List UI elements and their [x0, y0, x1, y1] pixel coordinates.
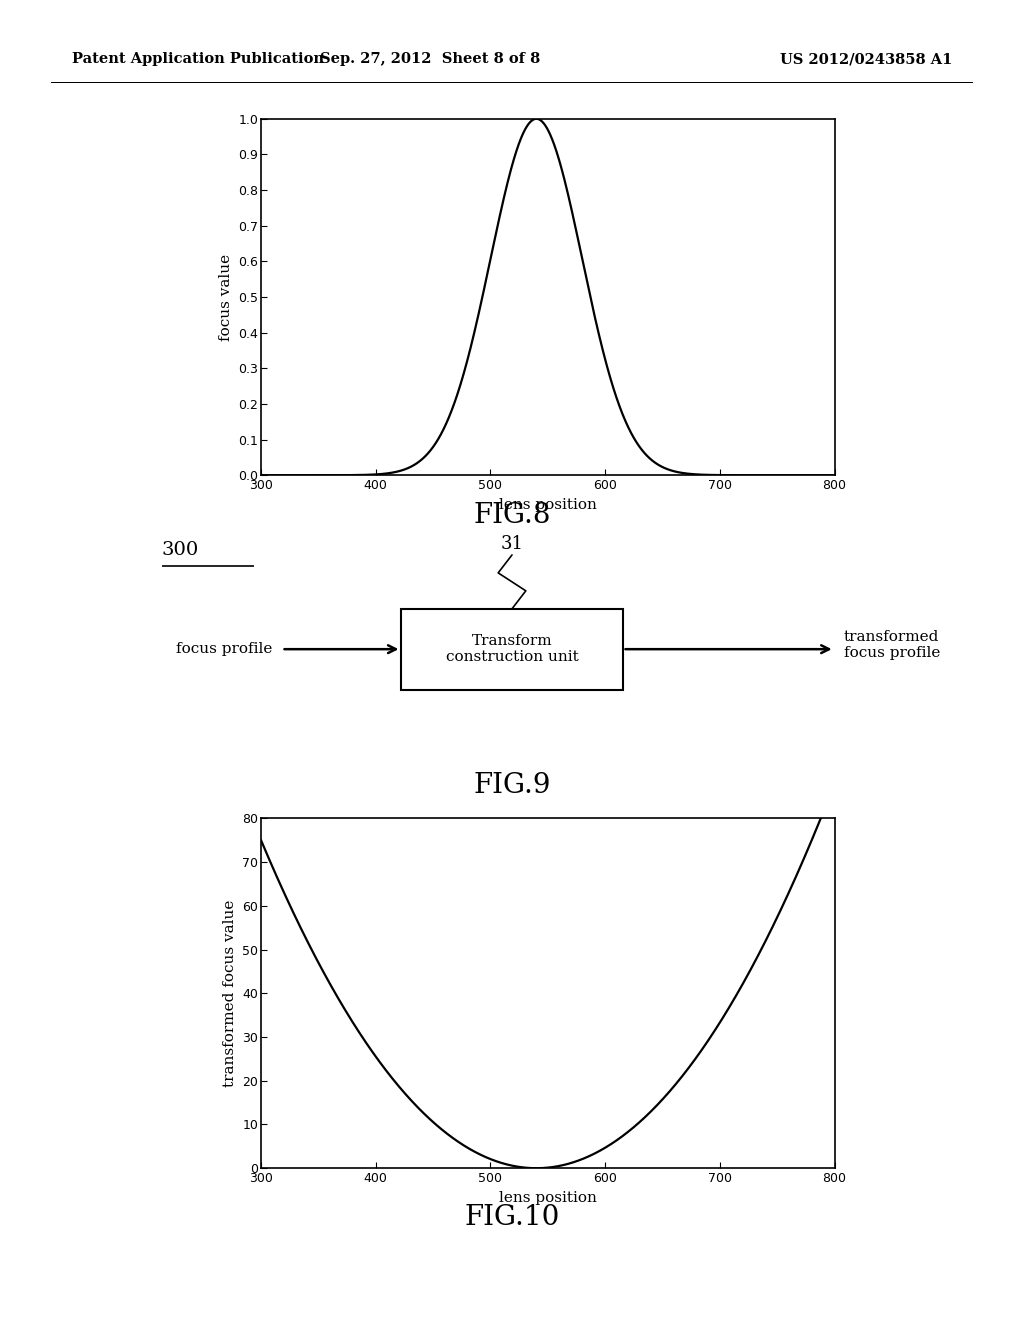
Y-axis label: focus value: focus value [219, 253, 232, 341]
Text: FIG.9: FIG.9 [473, 772, 551, 799]
Text: FIG.8: FIG.8 [473, 502, 551, 528]
Text: FIG.10: FIG.10 [464, 1204, 560, 1230]
Text: 300: 300 [162, 541, 199, 560]
Text: transformed
focus profile: transformed focus profile [844, 630, 940, 660]
Text: Transform
construction unit: Transform construction unit [445, 634, 579, 664]
Text: focus profile: focus profile [176, 642, 272, 656]
Text: Sep. 27, 2012  Sheet 8 of 8: Sep. 27, 2012 Sheet 8 of 8 [319, 53, 541, 66]
Text: Patent Application Publication: Patent Application Publication [72, 53, 324, 66]
Text: 31: 31 [501, 535, 523, 553]
Text: US 2012/0243858 A1: US 2012/0243858 A1 [780, 53, 952, 66]
Bar [401, 609, 623, 689]
X-axis label: lens position: lens position [499, 1191, 597, 1205]
Y-axis label: transformed focus value: transformed focus value [223, 900, 237, 1086]
X-axis label: lens position: lens position [499, 498, 597, 512]
